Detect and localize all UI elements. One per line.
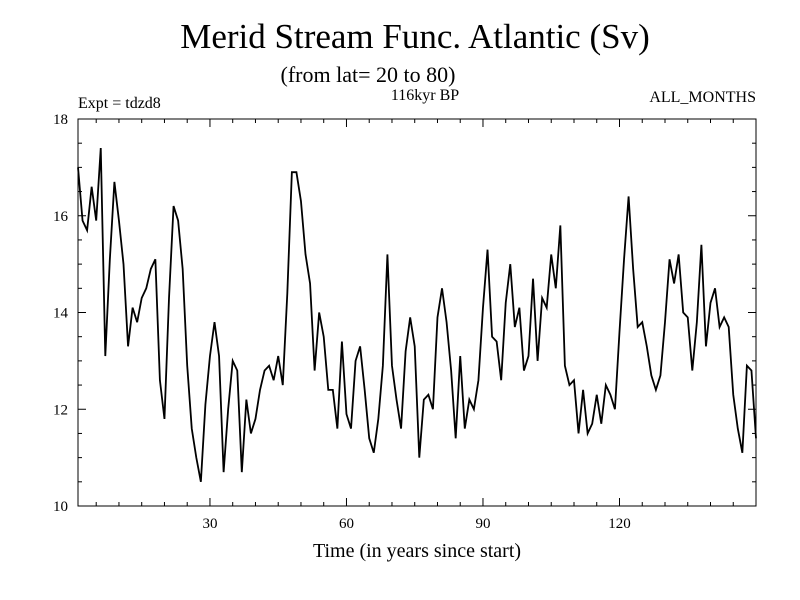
x-axis-label: Time (in years since start) xyxy=(313,540,521,562)
x-tick-label: 60 xyxy=(339,516,354,532)
months-annotation: ALL_MONTHS xyxy=(649,89,756,106)
chart-title: Merid Stream Func. Atlantic (Sv) xyxy=(180,17,650,56)
axis-ticks xyxy=(78,118,757,507)
expt-annotation: Expt = tdzd8 xyxy=(78,95,161,112)
y-tick-label: 16 xyxy=(53,209,69,225)
chart-subtitle: (from lat= 20 to 80) xyxy=(281,62,456,87)
y-tick-label: 12 xyxy=(53,402,68,418)
y-tick-label: 10 xyxy=(53,499,68,515)
x-tick-label: 30 xyxy=(202,516,217,532)
x-tick-label: 90 xyxy=(475,516,490,532)
series-group xyxy=(77,147,757,482)
series-line xyxy=(77,147,757,482)
period-annotation: 116kyr BP xyxy=(391,87,459,104)
plot-frame xyxy=(77,118,757,507)
x-tick-label: 120 xyxy=(608,516,631,532)
axis-tick-labels: 10 12 14 16 18 30 60 90 120 xyxy=(53,112,631,532)
y-tick-label: 18 xyxy=(53,112,68,128)
y-tick-label: 14 xyxy=(53,306,69,322)
